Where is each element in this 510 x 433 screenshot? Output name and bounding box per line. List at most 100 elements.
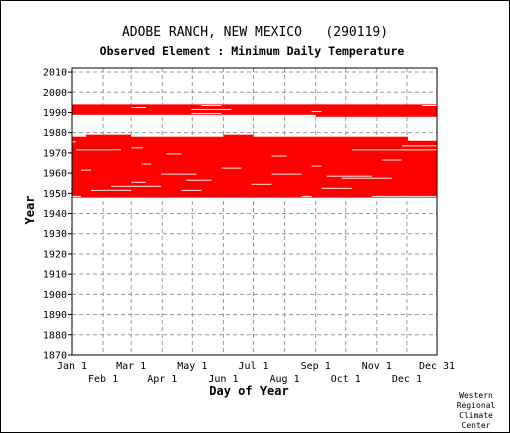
missing-data-gap [421,104,437,106]
y-tick-label: 1930 [43,229,67,240]
missing-data-gap [191,113,222,114]
missing-data-gap [221,167,242,169]
observed-period-bar [72,150,437,154]
observed-period-bar [72,154,437,158]
x-tick-label: Dec 31 [419,361,455,372]
observed-period-bar [223,134,254,138]
observed-period-bar [72,146,437,150]
missing-data-gap [161,173,197,175]
y-tick-label: 1890 [43,310,67,321]
missing-data-gap [181,189,202,191]
observed-period-bar [72,108,437,111]
x-tick-label: Dec 1 [392,374,422,385]
credit-line-4: Center [462,421,491,430]
missing-data-gap [271,155,287,157]
y-tick-label: 1990 [43,108,67,119]
missing-data-gap [186,179,212,181]
x-tick-label: Feb 1 [88,374,118,385]
y-tick-label: 1900 [43,290,67,301]
missing-data-gap [191,109,232,110]
y-tick-label: 1950 [43,189,67,200]
x-axis-label: Day of Year [209,384,288,398]
observed-period-bar [72,177,437,180]
observed-period-bar [72,179,437,182]
missing-data-gap [131,181,147,183]
missing-data-gap [131,147,144,149]
y-tick-label: 1870 [43,351,67,362]
missing-data-gap [311,165,322,167]
observed-period-bar [72,191,437,194]
x-tick-label: May 1 [177,361,207,372]
observed-period-bar [72,148,437,152]
missing-data-gap [381,159,402,161]
observed-period-bar [72,140,437,144]
observed-period-bar [72,110,437,113]
observed-period-bar [72,160,437,164]
y-tick-label: 1970 [43,148,67,159]
observed-period-bar [315,114,437,117]
observed-period-bar [72,138,408,142]
missing-data-gap [251,183,272,185]
credit-line-2: Regional [457,401,496,410]
x-tick-label: Aug 1 [270,374,300,385]
y-ticks: 1870 1880 1890 1900 1910 1920 1930 1940 1950 1960… [43,68,72,362]
observed-period-bar [72,175,437,178]
y-axis-label: Year [23,196,37,225]
y-tick-label: 1980 [43,128,67,139]
missing-data-gap [131,107,147,108]
missing-data-gap [166,153,182,155]
observed-period-bar [72,142,437,146]
x-tick-label: Jun 1 [208,374,238,385]
observed-period-bar [72,181,437,184]
observed-period-bar [72,187,437,190]
missing-data-gap [201,104,222,106]
missing-data-gap [72,141,77,143]
y-tick-label: 2000 [43,88,67,99]
y-tick-label: 2010 [43,68,67,79]
missing-data-gap [326,175,372,177]
credit-line-1: Western [459,391,493,400]
axes [71,67,438,356]
missing-data-gap [72,195,82,197]
observed-period-bar [72,165,437,168]
y-tick-label: 1880 [43,330,67,341]
x-tick-label: Apr 1 [147,374,177,385]
observed-period-bar [72,185,437,188]
plot-border [71,67,438,356]
observed-period-bar [72,112,437,115]
x-tick-label: Mar 1 [116,361,146,372]
credit-line-3: Climate [459,411,493,420]
missing-data-gap [321,187,352,189]
x-tick-label: Oct 1 [331,374,361,385]
missing-data-gap [141,163,152,165]
x-ticks: Jan 1 Mar 1 May 1 Jul 1 Sep 1 Nov 1 Dec 31 Feb … [57,361,455,385]
observed-period-bar [72,167,437,170]
observed-period-bar [72,171,437,174]
observed-period-bar [72,193,437,196]
missing-data-gap [341,177,392,179]
missing-data-gap [351,149,437,151]
missing-data-gap [301,195,312,197]
observed-period-bar [72,169,437,172]
x-tick-label: Sep 1 [301,361,331,372]
observed-period-bar [72,162,437,166]
x-tick-label: Nov 1 [362,361,392,372]
observed-period-bar [72,156,437,160]
x-tick-label: Jul 1 [238,361,268,372]
data-gaps [72,104,437,197]
y-tick-label: 1910 [43,270,67,281]
missing-data-gap [311,111,322,112]
missing-data-gap [76,149,122,151]
missing-data-gap [371,195,437,197]
x-tick-label: Jan 1 [57,361,87,372]
missing-data-gap [401,145,437,147]
observed-period-bar [72,173,437,176]
y-tick-label: 1920 [43,249,67,260]
missing-data-gap [81,169,92,171]
missing-data-gap [91,189,132,191]
y-tick-label: 1960 [43,169,67,180]
observed-period-bar [72,152,437,156]
observed-period-bar [72,106,437,109]
y-tick-label: 1940 [43,209,67,220]
